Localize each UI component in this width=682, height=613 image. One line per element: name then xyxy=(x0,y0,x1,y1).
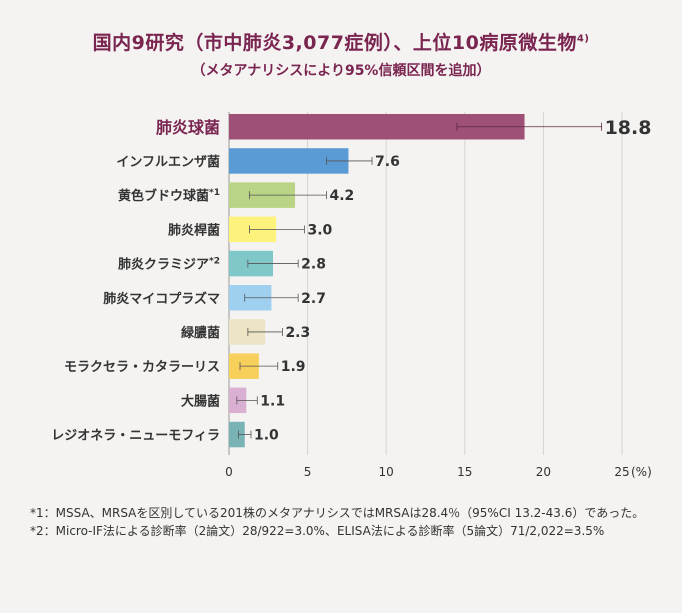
category-label: 肺炎桿菌 xyxy=(168,222,220,238)
value-label: 2.3 xyxy=(285,325,310,341)
category-label: 肺炎マイコプラズマ xyxy=(103,291,220,307)
category-label: モラクセラ・カタラーリス xyxy=(64,360,220,375)
chart-subtitle: （メタアナリシスにより95%信頼区間を追加） xyxy=(191,63,491,79)
value-label: 1.1 xyxy=(260,393,285,409)
x-tick-label: 0 xyxy=(225,465,233,479)
category-label: 緑膿菌 xyxy=(181,325,220,341)
value-label: 7.6 xyxy=(375,154,400,170)
footnote-2: *2：Micro-IF法による診断率（2論文）28/922=3.0%、ELISA… xyxy=(30,524,605,538)
category-label: 大腸菌 xyxy=(181,393,220,409)
x-tick-label: 25 xyxy=(614,465,629,479)
value-label: 18.8 xyxy=(605,117,652,139)
x-axis: 0 5 10 15 20 25 (%) xyxy=(225,465,652,479)
x-tick-label: 10 xyxy=(379,465,394,479)
value-label: 4.2 xyxy=(329,188,354,204)
error-bars xyxy=(236,122,602,439)
category-label: インフルエンザ菌 xyxy=(116,154,220,170)
chart-title: 国内9研究（市中肺炎3,077症例）、上位10病原微生物4) xyxy=(92,32,590,54)
value-label: 1.9 xyxy=(281,359,306,375)
footnotes: *1：MSSA、MRSAを区別している201株のメタアナリシスではMRSAは28… xyxy=(30,504,660,540)
title-reference: 4) xyxy=(576,33,590,45)
bar xyxy=(229,421,245,448)
value-label: 3.0 xyxy=(307,222,332,238)
value-label: 1.0 xyxy=(254,428,279,444)
category-label: レジオネラ・ニューモフィラ xyxy=(51,429,220,444)
category-label: 肺炎クラミジア*2 xyxy=(118,257,220,273)
x-axis-unit: (%) xyxy=(631,465,652,479)
value-label: 2.7 xyxy=(301,291,326,307)
value-label: 2.8 xyxy=(301,257,326,273)
x-tick-label: 5 xyxy=(304,465,312,479)
x-tick-label: 15 xyxy=(457,465,472,479)
x-tick-label: 20 xyxy=(536,465,551,479)
category-label: 黄色ブドウ球菌*1 xyxy=(118,188,220,204)
footnote-1: *1：MSSA、MRSAを区別している201株のメタアナリシスではMRSAは28… xyxy=(30,506,645,520)
value-labels: 18.8 7.6 4.2 3.0 2.8 2.7 2.3 1.9 1.1 1.0 xyxy=(254,117,651,444)
category-label: 肺炎球菌 xyxy=(156,118,220,137)
bars xyxy=(229,114,525,448)
